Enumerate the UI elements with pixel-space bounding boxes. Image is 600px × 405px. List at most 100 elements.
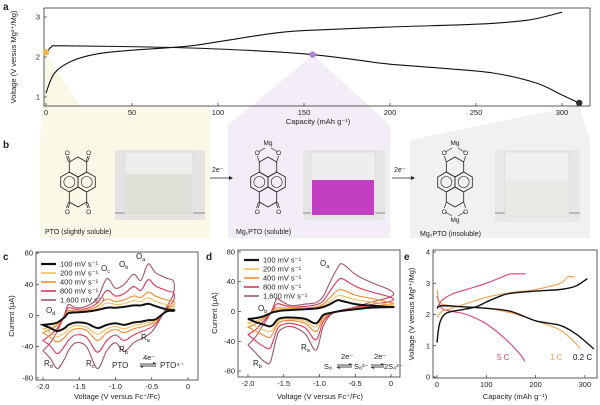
panel-c-cv-series-2 — [41, 291, 175, 343]
peak-main: R — [44, 359, 50, 368]
magnesium-atom: Mg — [450, 140, 459, 147]
pto-structure: O O O O — [60, 150, 96, 216]
oxygen-atom: O — [442, 150, 447, 157]
peak-sub: c — [92, 364, 95, 370]
panel-e-charge-curve-0 — [436, 278, 588, 343]
mg1-caption: Mg₁PTO (soluble) — [236, 229, 291, 236]
panel-c-ytick-label: 40 — [25, 280, 33, 289]
panel-e-series-label: 1 C — [550, 353, 563, 362]
panel-c-frame — [35, 251, 199, 381]
panel-a-xtick-label: 100 — [212, 108, 225, 117]
mg2-caption: Mg₂PTO (insoluble) — [420, 231, 481, 238]
panel-a-xtick-label: 250 — [470, 108, 483, 117]
panel-a-xtick-label: 150 — [298, 108, 311, 117]
panel-d-legend-label: 400 mV s⁻¹ — [263, 274, 302, 283]
panel-a-discharge-curve — [45, 45, 580, 104]
panel-d-cv-series-0 — [247, 299, 395, 328]
oxygen-atom: O — [255, 209, 260, 216]
peak-sub: b — [259, 364, 262, 370]
panel-c-xtick-label: -2.0 — [37, 382, 50, 391]
magnesium-atom: Mg — [263, 140, 272, 147]
panel-e-xtick-label: 300 — [579, 380, 592, 389]
reaction-arrow-1-head — [229, 176, 233, 180]
panel-a-marker-pto — [42, 49, 50, 56]
arrow2-label: 2e⁻ — [394, 167, 406, 174]
panel-d-reaction-e1: 2e⁻ — [341, 352, 353, 361]
panel-d-reaction-s8-2: S₈²⁻ — [354, 362, 369, 371]
panel-c-cv-series-4 — [42, 263, 175, 370]
panel-a-xtick-label: 0 — [44, 108, 48, 117]
aromatic-circle — [270, 176, 283, 188]
panel-c-peak-label: Oc — [101, 264, 110, 275]
panel-a-marker-mg2pto — [576, 99, 583, 107]
panel-d-reaction-s4: 2S₄²⁻ — [384, 362, 403, 371]
panel-a-xlabel: Capacity (mAh g⁻¹) — [286, 117, 351, 126]
peak-main: R — [301, 343, 307, 352]
panel-c-peak-label: Od — [46, 306, 55, 317]
panel-c-reaction-left: PTO — [112, 361, 128, 370]
ring — [258, 186, 278, 208]
panel-c-reaction-right: PTO⁴⁻ — [160, 361, 184, 370]
carbonyl-bond — [85, 155, 89, 163]
carbonyl-bond — [87, 201, 90, 209]
panel-c-peak-label: Rd — [44, 359, 53, 370]
peak-main: R — [119, 345, 125, 354]
panel-c-xtick-label: 0 — [186, 382, 190, 391]
panel-d-cv-series-3 — [247, 277, 395, 350]
aromatic-circle — [440, 176, 453, 188]
carbonyl-bond — [256, 201, 259, 209]
panel-c-xtick-label: -1.5 — [73, 382, 86, 391]
panel-c-ytick-label: -80 — [22, 373, 33, 382]
panel-c-legend-label: 100 mV s⁻¹ — [60, 260, 99, 269]
panel-d-arrow-2-back-head — [370, 367, 374, 369]
panel-e-ylabel: Voltage (V versus Mg²⁺/Mg) — [407, 267, 416, 360]
panel-a-xtick-label: 50 — [128, 108, 136, 117]
panel-d-peak-label: Ra — [301, 343, 311, 354]
panel-a-charge-curve — [45, 11, 563, 94]
panel-d-ytick-label: 0 — [231, 307, 235, 316]
panel-letter-c: c — [3, 252, 9, 263]
peak-main: O — [258, 304, 264, 313]
magnesium-atom: Mg — [450, 217, 459, 224]
mg-bond — [445, 211, 453, 217]
panel-d-xlabel: Voltage (V versus Fc⁺/Fc) — [277, 392, 364, 401]
panel-d-peak-label: Rb — [253, 359, 262, 370]
panel-c-legend-label: 800 mV s⁻¹ — [60, 287, 99, 296]
oxygen-atom: O — [442, 209, 447, 216]
aromatic-circle — [253, 176, 266, 188]
aromatic-circle — [80, 176, 93, 188]
panel-d-reaction-s8: S₈ — [324, 362, 332, 371]
panel-e-xtick-label: 100 — [480, 380, 493, 389]
panel-e-ytick-label: 1 — [426, 341, 430, 350]
mg-bond — [270, 147, 278, 153]
panel-d-xtick-label: -2.0 — [242, 379, 255, 388]
panel-a-xtick-label: 300 — [556, 108, 569, 117]
oxygen-atom: O — [65, 209, 70, 216]
panel-a-ylabel: Voltage (V versus Mg²⁺/Mg) — [9, 10, 18, 103]
peak-main: O — [119, 260, 125, 269]
peak-main: O — [136, 252, 142, 261]
panel-e-xtick-label: 200 — [529, 380, 542, 389]
carbonyl-bond — [87, 155, 90, 163]
ring — [68, 186, 88, 208]
panel-e-discharge-curve-1 — [436, 289, 581, 350]
peak-sub: d — [50, 364, 53, 370]
panel-a-xtick-label: 200 — [384, 108, 397, 117]
peak-main: R — [141, 333, 147, 342]
panel-d-arrow-1-forward-head — [349, 363, 353, 365]
mg-bond — [457, 147, 465, 153]
peak-main: R — [86, 359, 92, 368]
carbonyl-bond — [67, 201, 71, 209]
peak-sub: a — [142, 257, 146, 263]
panel-e-ytick-label: 3 — [426, 279, 430, 288]
panel-d-ytick-label: 40 — [227, 277, 235, 286]
panel-e-ytick-label: 4 — [426, 248, 430, 257]
peak-sub: a — [307, 348, 311, 354]
vial-mg1pto — [303, 150, 385, 220]
reaction-arrow-2-head — [411, 176, 415, 180]
panel-e-frame — [432, 249, 598, 379]
panel-d-legend-label: 800 mV s⁻¹ — [263, 283, 302, 292]
oxygen-atom: O — [65, 150, 70, 157]
panel-letter-d: d — [206, 252, 212, 263]
